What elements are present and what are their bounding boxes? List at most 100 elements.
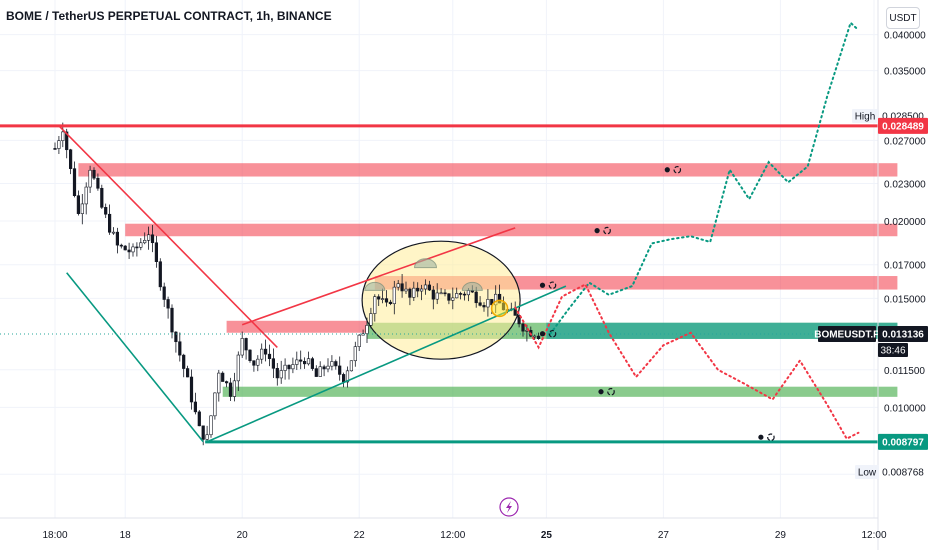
candle-body [271,358,276,369]
pattern-ellipse [361,240,521,360]
candle-body [217,372,221,394]
candle-body [365,325,369,335]
support-value: 0.008797 [882,437,924,448]
candle-body [373,296,377,314]
candle-body [72,168,77,197]
eye-icon [758,434,764,440]
candle-body [65,131,69,151]
candle-body [267,353,272,359]
candle-body [174,331,178,343]
high-label: High [855,112,876,123]
candle-body [170,307,174,333]
candle-body [451,297,455,301]
candle-body [396,283,400,288]
candle-body [162,286,166,300]
candle-body [443,292,447,295]
candle-body [404,288,408,292]
price-tick-label: 0.027000 [884,136,926,147]
candle-body [439,292,443,295]
candle-body [341,374,346,383]
support-value-bg [878,433,928,450]
candle-body [236,354,240,382]
candle-body [248,349,252,361]
bullish-projection [549,21,860,335]
resistance-value-bg [878,117,928,134]
candle-body [228,382,233,397]
candle-body [100,187,104,208]
chart-title: BOME / TetherUS PERPETUAL CONTRACT, 1h, … [6,9,332,23]
eye-icon [539,282,546,288]
candle-body [119,244,123,247]
currency-button[interactable]: USDT [886,7,920,29]
high-label-bg [852,109,878,123]
candle-body [201,425,205,440]
refresh-icon [548,329,557,338]
time-tick-label: 29 [775,530,787,541]
candle-body [349,360,354,372]
candle-body [427,284,432,291]
breakout-circle [490,299,509,318]
candle-body [76,195,80,214]
candle-body [111,231,116,234]
candle-body [166,299,170,309]
low-label: Low [858,468,877,479]
time-tick-label: 20 [237,530,249,541]
time-tick-label: 22 [354,530,366,541]
resistance-zone [78,163,898,177]
eye-icon [594,228,600,234]
price-tick-label: 0.017000 [884,261,926,272]
candle-body [377,296,381,300]
pattern-shoulder-arc [413,258,438,269]
candle-body [353,346,357,362]
candle-body [295,359,299,365]
candle-body [392,286,396,305]
refresh-icon [603,226,611,235]
price-tick-label: 0.040000 [884,31,926,42]
price-tick-label: 0.015000 [884,294,926,305]
refresh-icon [607,387,615,396]
candle-body [380,298,385,300]
candle-body [57,140,61,149]
candle-body [447,293,451,301]
candle-body [408,288,412,298]
candle-body [260,348,264,360]
candle-body [466,290,471,296]
candle-body [135,246,139,249]
time-tick-label: 27 [658,530,670,541]
candle-body [416,287,420,292]
candle-body [61,131,65,142]
candle-body [150,234,155,244]
candle-body [310,358,315,369]
candle-body [240,338,244,356]
price-tick-label: 0.020000 [884,217,926,228]
low-value: 0.008768 [882,468,924,479]
pattern-shoulder-arc [364,281,386,291]
candle-body [318,366,322,377]
red-trendline [241,227,516,326]
candle-body [186,368,190,378]
candle-body [53,148,57,150]
zone-icons [499,165,775,517]
candle-body [115,231,119,246]
red-trendline [58,125,278,348]
candle-body [287,364,291,370]
refresh-icon [548,281,557,290]
candle-body [193,401,198,413]
candle-body [536,335,541,339]
bottom-pattern-box [361,240,521,360]
eye-icon [598,389,604,395]
current-price-zone [546,322,898,339]
resistance-zone [226,320,367,333]
lightning-icon [506,501,512,513]
candle-body [533,335,537,338]
candle-body [213,392,217,417]
candle-body [189,376,194,403]
candle-body [205,434,209,440]
candle-body [127,249,131,253]
candle-body [256,358,260,366]
candle-body [84,186,88,205]
price-tick-label: 0.010000 [884,403,926,414]
